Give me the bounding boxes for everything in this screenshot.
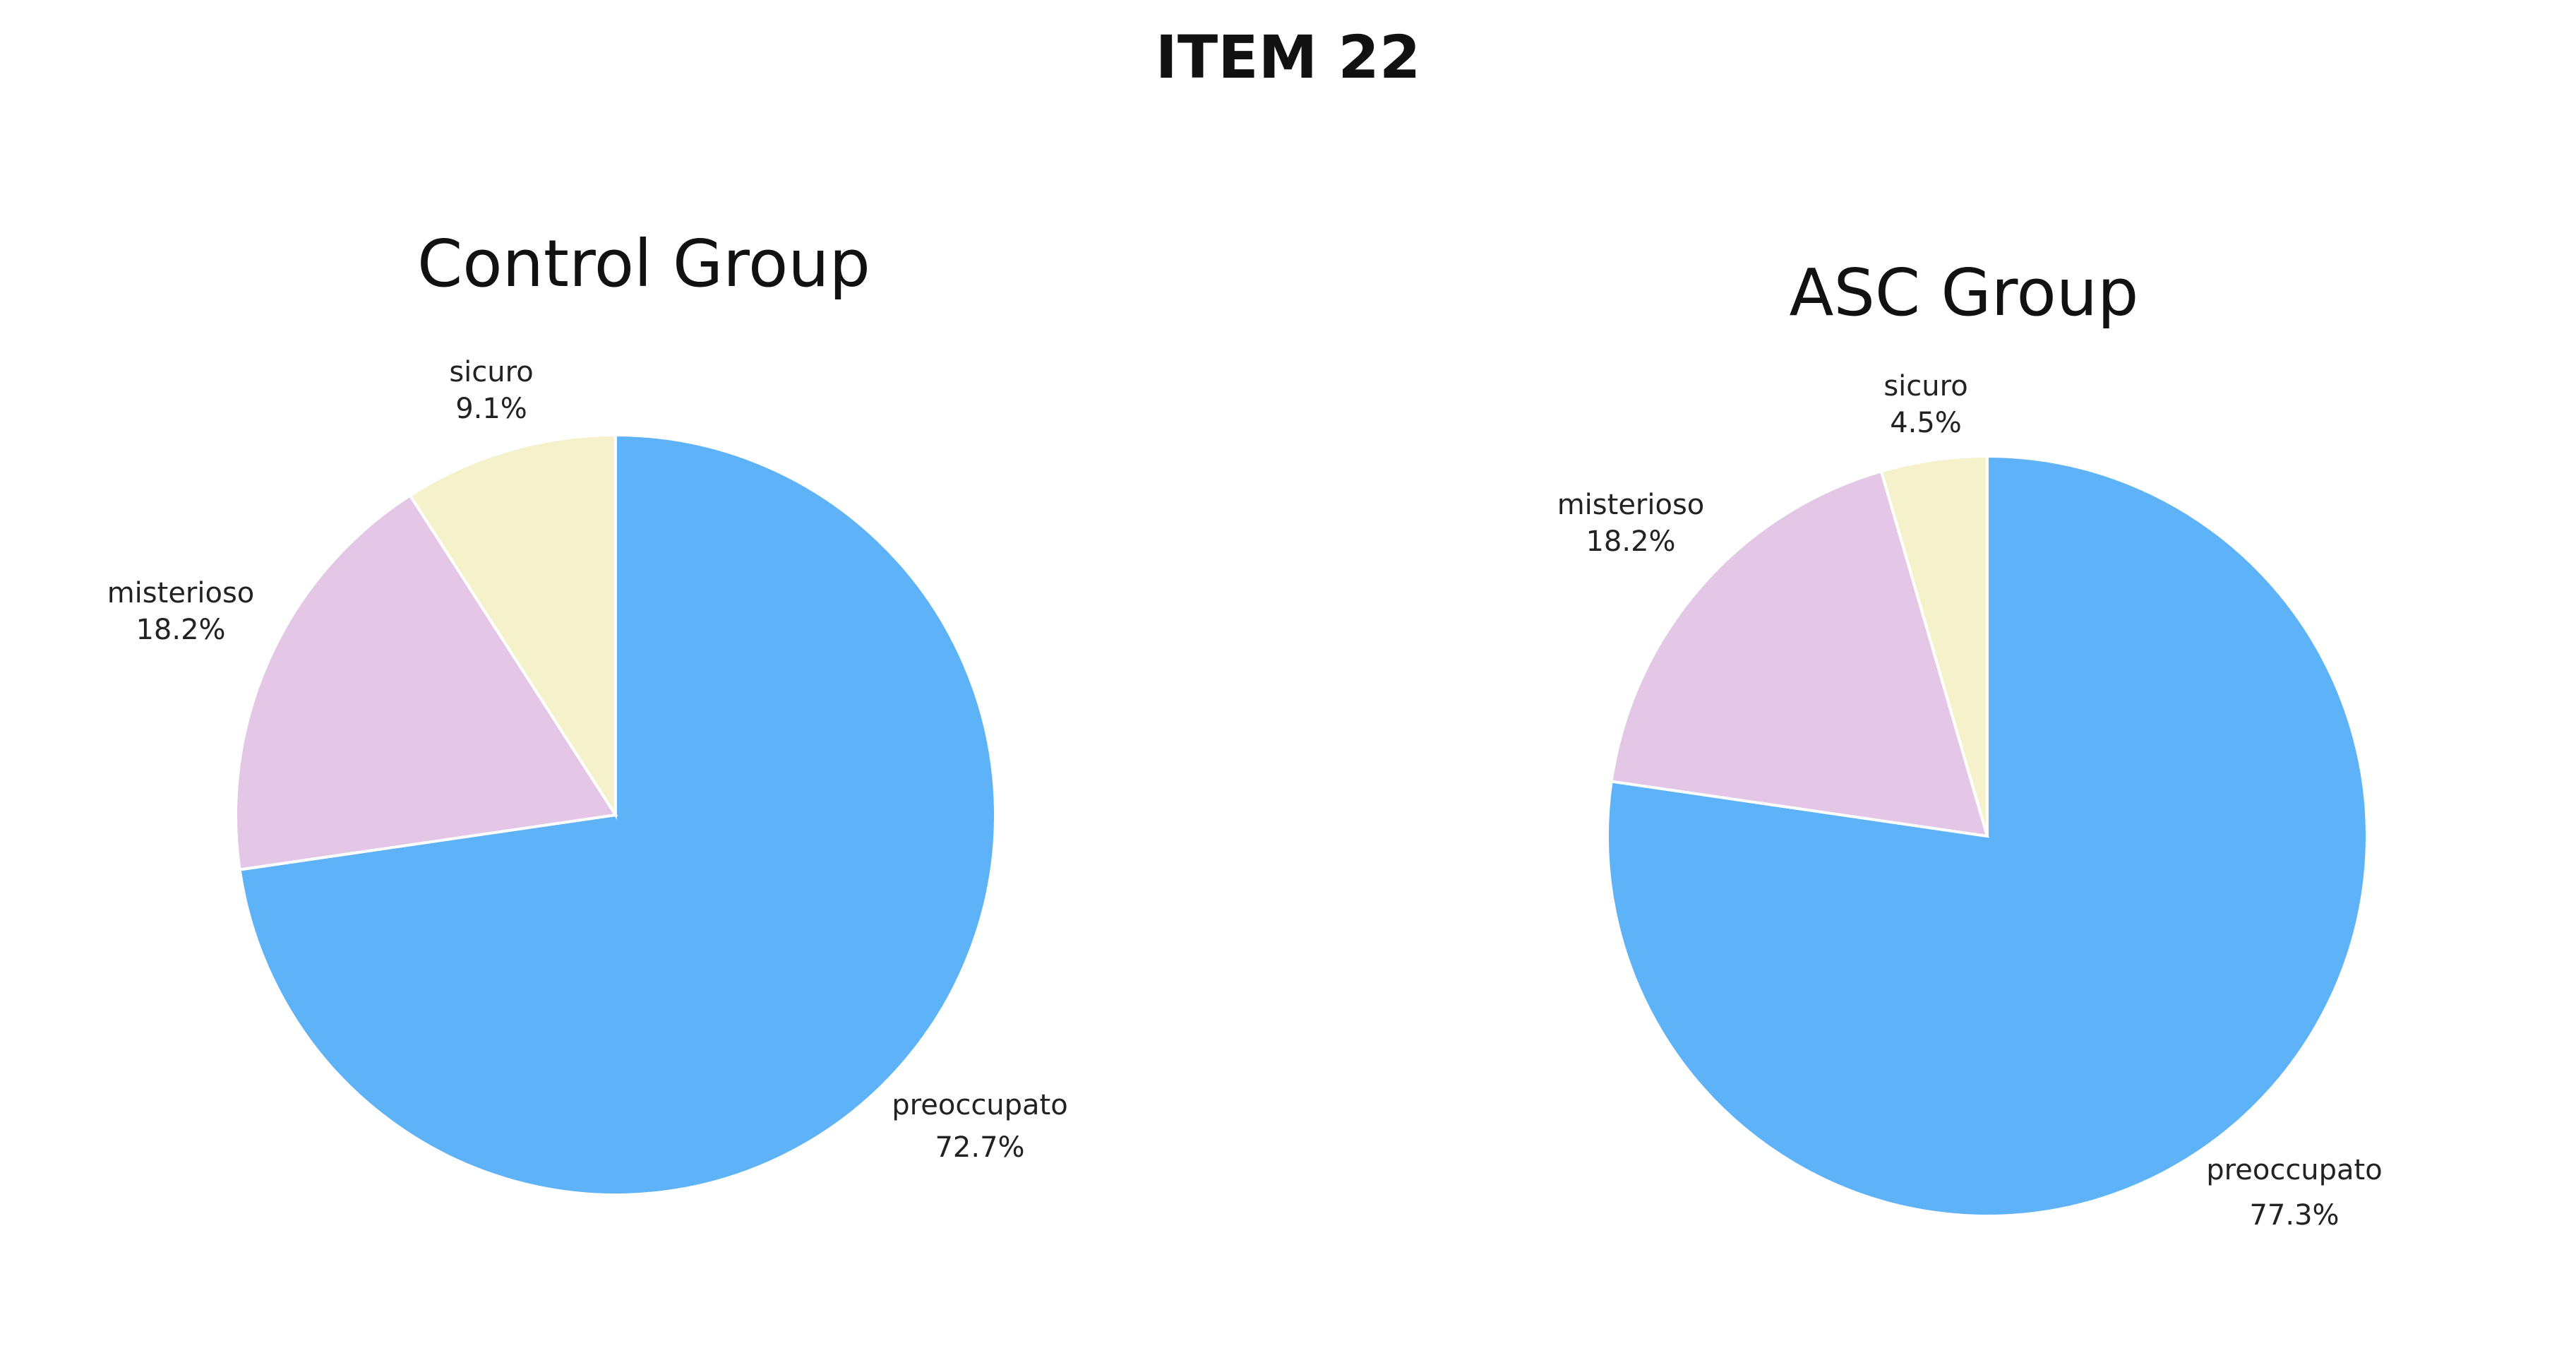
pie-slice-misterioso <box>1610 469 1989 838</box>
slice-label-preoccupato: preoccupato <box>2206 1154 2382 1186</box>
slice-value-preoccupato: 72.7% <box>935 1131 1024 1164</box>
pie-slice-preoccupato <box>238 433 998 1196</box>
slice-label-misterioso: misterioso <box>107 577 255 609</box>
slice-label-sicuro: sicuro <box>449 356 533 388</box>
slice-value-sicuro: 9.1% <box>455 393 527 425</box>
slice-label-sicuro: sicuro <box>1883 370 1967 403</box>
slice-label-preoccupato: preoccupato <box>892 1089 1067 1121</box>
pie-chart-1: Control Group preoccupato 72.7% misterioso 1… <box>107 226 1068 1196</box>
slice-value-misterioso: 18.2% <box>1586 525 1675 558</box>
pie-slice-sicuro <box>408 433 617 820</box>
slice-label-misterioso: misterioso <box>1557 489 1705 521</box>
pie-slice-sicuro <box>1879 454 1989 837</box>
slice-value-misterioso: 18.2% <box>136 614 225 646</box>
slice-value-preoccupato: 77.3% <box>2249 1199 2339 1232</box>
pie-slice-misterioso <box>234 493 618 871</box>
slice-value-sicuro: 4.5% <box>1890 407 1962 439</box>
pie-chart-2: ASC Group preoccupato 77.3% misterioso 18.2%… <box>1557 255 2383 1232</box>
page-title: ITEM 22 <box>1155 23 1421 92</box>
chart-title: ASC Group <box>1790 255 2139 330</box>
chart-title: Control Group <box>417 226 870 302</box>
